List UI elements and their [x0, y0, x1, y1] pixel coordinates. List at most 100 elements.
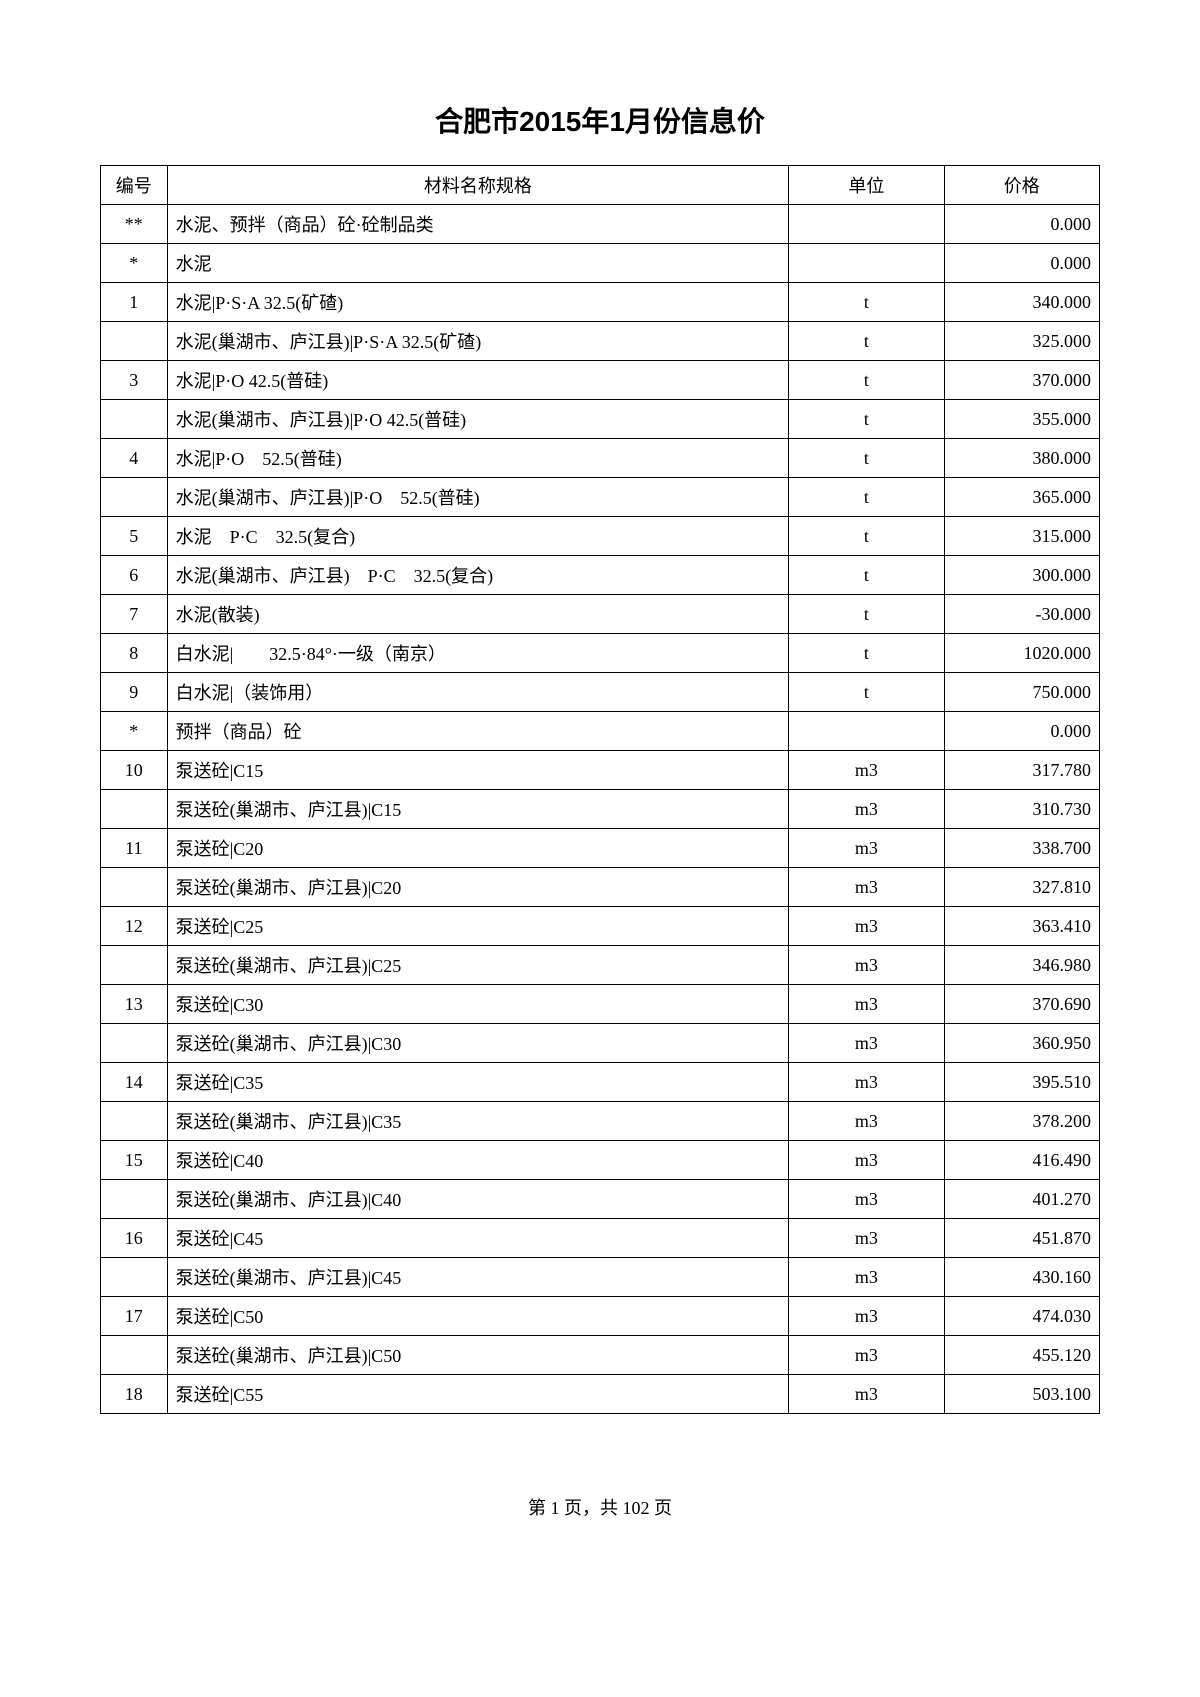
cell-price: 317.780 [944, 751, 1099, 790]
cell-name: 泵送砼|C35 [167, 1063, 789, 1102]
cell-price: 340.000 [944, 283, 1099, 322]
cell-name: 泵送砼|C40 [167, 1141, 789, 1180]
cell-name: 水泥(巢湖市、庐江县)|P·O 52.5(普硅) [167, 478, 789, 517]
cell-name: 水泥(巢湖市、庐江县)|P·S·A 32.5(矿碴) [167, 322, 789, 361]
table-row: 1水泥|P·S·A 32.5(矿碴)t340.000 [101, 283, 1100, 322]
cell-id: * [101, 244, 168, 283]
cell-id: 5 [101, 517, 168, 556]
cell-name: 泵送砼|C45 [167, 1219, 789, 1258]
table-row: 11泵送砼|C20m3338.700 [101, 829, 1100, 868]
header-id: 编号 [101, 166, 168, 205]
cell-price: 370.000 [944, 361, 1099, 400]
cell-price: 503.100 [944, 1375, 1099, 1414]
cell-name: 水泥|P·S·A 32.5(矿碴) [167, 283, 789, 322]
cell-unit: m3 [789, 790, 944, 829]
cell-unit: t [789, 673, 944, 712]
cell-unit: m3 [789, 1219, 944, 1258]
cell-name: 预拌（商品）砼 [167, 712, 789, 751]
cell-unit: m3 [789, 868, 944, 907]
cell-id [101, 322, 168, 361]
cell-name: 泵送砼|C20 [167, 829, 789, 868]
cell-price: 455.120 [944, 1336, 1099, 1375]
cell-unit: t [789, 595, 944, 634]
cell-unit: m3 [789, 1102, 944, 1141]
cell-id [101, 1102, 168, 1141]
table-row: 水泥(巢湖市、庐江县)|P·O 42.5(普硅)t355.000 [101, 400, 1100, 439]
cell-price: 338.700 [944, 829, 1099, 868]
table-row: 14泵送砼|C35m3395.510 [101, 1063, 1100, 1102]
cell-unit: t [789, 361, 944, 400]
cell-price: 327.810 [944, 868, 1099, 907]
cell-unit: t [789, 634, 944, 673]
cell-id: 16 [101, 1219, 168, 1258]
cell-id: 17 [101, 1297, 168, 1336]
cell-unit: t [789, 517, 944, 556]
cell-unit: m3 [789, 829, 944, 868]
header-price: 价格 [944, 166, 1099, 205]
cell-price: -30.000 [944, 595, 1099, 634]
cell-price: 380.000 [944, 439, 1099, 478]
cell-id: ** [101, 205, 168, 244]
cell-price: 346.980 [944, 946, 1099, 985]
table-row: **水泥、预拌（商品）砼·砼制品类0.000 [101, 205, 1100, 244]
cell-unit: m3 [789, 1375, 944, 1414]
table-row: 水泥(巢湖市、庐江县)|P·S·A 32.5(矿碴)t325.000 [101, 322, 1100, 361]
cell-name: 泵送砼|C30 [167, 985, 789, 1024]
cell-price: 474.030 [944, 1297, 1099, 1336]
table-row: 泵送砼(巢湖市、庐江县)|C50m3455.120 [101, 1336, 1100, 1375]
cell-unit [789, 205, 944, 244]
cell-unit [789, 712, 944, 751]
cell-id [101, 1336, 168, 1375]
table-row: 泵送砼(巢湖市、庐江县)|C30m3360.950 [101, 1024, 1100, 1063]
cell-unit: t [789, 322, 944, 361]
cell-price: 430.160 [944, 1258, 1099, 1297]
cell-name: 水泥(巢湖市、庐江县) P·C 32.5(复合) [167, 556, 789, 595]
cell-id: 12 [101, 907, 168, 946]
cell-name: 泵送砼(巢湖市、庐江县)|C45 [167, 1258, 789, 1297]
cell-id: 1 [101, 283, 168, 322]
header-name: 材料名称规格 [167, 166, 789, 205]
cell-name: 泵送砼(巢湖市、庐江县)|C50 [167, 1336, 789, 1375]
cell-name: 泵送砼|C55 [167, 1375, 789, 1414]
cell-unit: m3 [789, 1258, 944, 1297]
cell-id [101, 946, 168, 985]
cell-price: 0.000 [944, 205, 1099, 244]
cell-price: 401.270 [944, 1180, 1099, 1219]
table-row: 10泵送砼|C15m3317.780 [101, 751, 1100, 790]
table-row: 泵送砼(巢湖市、庐江县)|C20m3327.810 [101, 868, 1100, 907]
cell-id: 18 [101, 1375, 168, 1414]
table-row: 泵送砼(巢湖市、庐江县)|C15m3310.730 [101, 790, 1100, 829]
page-footer: 第 1 页，共 102 页 [100, 1494, 1100, 1520]
cell-id [101, 400, 168, 439]
cell-name: 泵送砼(巢湖市、庐江县)|C30 [167, 1024, 789, 1063]
table-row: *预拌（商品）砼0.000 [101, 712, 1100, 751]
cell-name: 泵送砼(巢湖市、庐江县)|C15 [167, 790, 789, 829]
cell-price: 378.200 [944, 1102, 1099, 1141]
table-row: 17泵送砼|C50m3474.030 [101, 1297, 1100, 1336]
cell-id [101, 868, 168, 907]
table-row: 泵送砼(巢湖市、庐江县)|C35m3378.200 [101, 1102, 1100, 1141]
table-row: 12泵送砼|C25m3363.410 [101, 907, 1100, 946]
cell-price: 310.730 [944, 790, 1099, 829]
cell-price: 1020.000 [944, 634, 1099, 673]
cell-unit: m3 [789, 1063, 944, 1102]
table-row: 6水泥(巢湖市、庐江县) P·C 32.5(复合)t300.000 [101, 556, 1100, 595]
table-row: 泵送砼(巢湖市、庐江县)|C45m3430.160 [101, 1258, 1100, 1297]
cell-id [101, 478, 168, 517]
cell-name: 白水泥|（装饰用） [167, 673, 789, 712]
cell-id: 10 [101, 751, 168, 790]
cell-price: 395.510 [944, 1063, 1099, 1102]
cell-id [101, 1024, 168, 1063]
cell-price: 325.000 [944, 322, 1099, 361]
cell-unit: m3 [789, 751, 944, 790]
table-header-row: 编号 材料名称规格 单位 价格 [101, 166, 1100, 205]
cell-name: 水泥(散装) [167, 595, 789, 634]
cell-price: 0.000 [944, 244, 1099, 283]
table-row: 18泵送砼|C55m3503.100 [101, 1375, 1100, 1414]
cell-unit: m3 [789, 1336, 944, 1375]
table-row: 13泵送砼|C30m3370.690 [101, 985, 1100, 1024]
cell-name: 泵送砼(巢湖市、庐江县)|C25 [167, 946, 789, 985]
cell-id: 14 [101, 1063, 168, 1102]
cell-unit: t [789, 556, 944, 595]
cell-name: 泵送砼(巢湖市、庐江县)|C40 [167, 1180, 789, 1219]
